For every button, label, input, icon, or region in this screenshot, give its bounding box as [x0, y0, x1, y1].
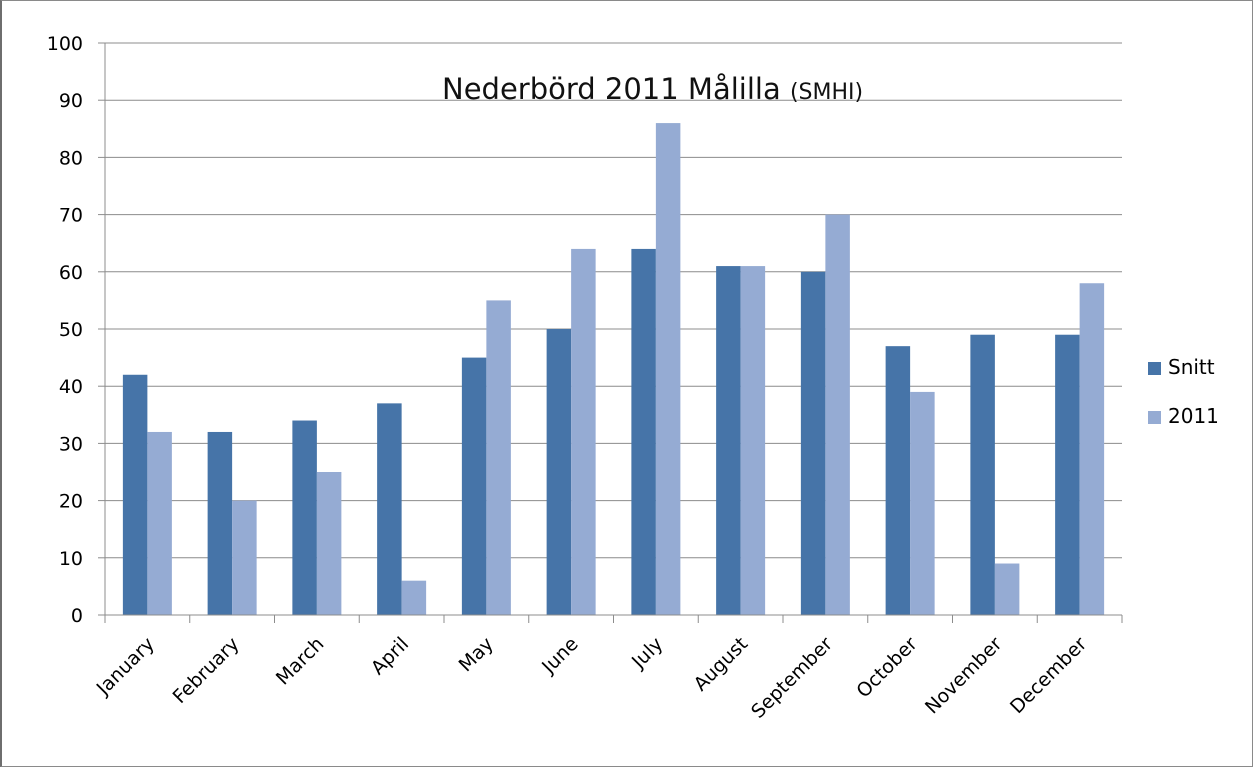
x-tick-label: May: [455, 633, 498, 676]
y-tick-label: 80: [59, 147, 83, 169]
bars: [122, 123, 1105, 616]
y-tick-label: 0: [71, 605, 83, 627]
bar-snitt-july: [631, 248, 656, 616]
bar-snitt-october: [885, 346, 911, 615]
bar-snitt-january: [122, 374, 148, 615]
y-tick-label: 90: [59, 90, 83, 112]
bar-snitt-september: [800, 271, 826, 615]
x-tick-label: April: [367, 633, 413, 679]
y-tick-label: 10: [59, 548, 83, 570]
x-tick-label: December: [1006, 633, 1091, 718]
x-tick-label: October: [852, 633, 921, 702]
legend-label: 2011: [1168, 404, 1219, 428]
y-tick-label: 30: [59, 433, 83, 455]
bar-year-2011-october: [910, 391, 935, 615]
y-tick-label: 50: [59, 319, 83, 341]
bar-year-2011-july: [655, 123, 681, 615]
chart-title-main: Nederbörd 2011 Målilla: [442, 72, 781, 106]
bar-snitt-april: [377, 403, 402, 615]
bar-year-2011-march: [316, 472, 342, 615]
legend: Snitt 2011: [1148, 355, 1219, 428]
bar-snitt-march: [292, 420, 317, 615]
bar-snitt-february: [207, 431, 233, 615]
bar-year-2011-june: [571, 248, 596, 616]
chart-title: Nederbörd 2011 Målilla (SMHI): [442, 72, 863, 106]
bar-snitt-june: [546, 329, 572, 615]
legend-swatch: [1148, 362, 1161, 375]
x-tick-label: September: [747, 633, 837, 723]
bar-year-2011-august: [740, 266, 766, 615]
bar-year-2011-september: [825, 214, 850, 615]
bar-year-2011-february: [232, 500, 257, 615]
bar-year-2011-november: [994, 563, 1020, 615]
y-tick-label: 40: [59, 376, 83, 398]
bar-year-2011-january: [147, 431, 172, 615]
x-tick-label: November: [921, 633, 1007, 719]
bar-snitt-may: [461, 357, 487, 615]
y-tick-label: 100: [47, 33, 83, 55]
chart-title-suffix: (SMHI): [790, 80, 863, 105]
bar-snitt-december: [1055, 334, 1080, 615]
bar-year-2011-april: [401, 580, 427, 615]
y-tick-label: 60: [59, 262, 83, 284]
x-tick-label: March: [272, 633, 329, 690]
bar-year-2011-december: [1079, 283, 1105, 615]
bar-year-2011-may: [486, 300, 511, 615]
legend-swatch: [1148, 411, 1161, 424]
gridlines: [105, 42, 1122, 559]
x-tick-label: August: [690, 633, 753, 696]
y-tick-label: 20: [59, 491, 83, 513]
legend-label: Snitt: [1168, 355, 1215, 379]
x-tick-label: June: [537, 633, 583, 679]
bar-snitt-november: [970, 334, 995, 615]
y-tick-label: 70: [59, 205, 83, 227]
x-tick-label: July: [627, 633, 667, 673]
x-tick-label: February: [169, 633, 244, 708]
bar-snitt-august: [716, 266, 741, 615]
axes: [98, 42, 1123, 623]
x-tick-label: January: [92, 633, 159, 700]
